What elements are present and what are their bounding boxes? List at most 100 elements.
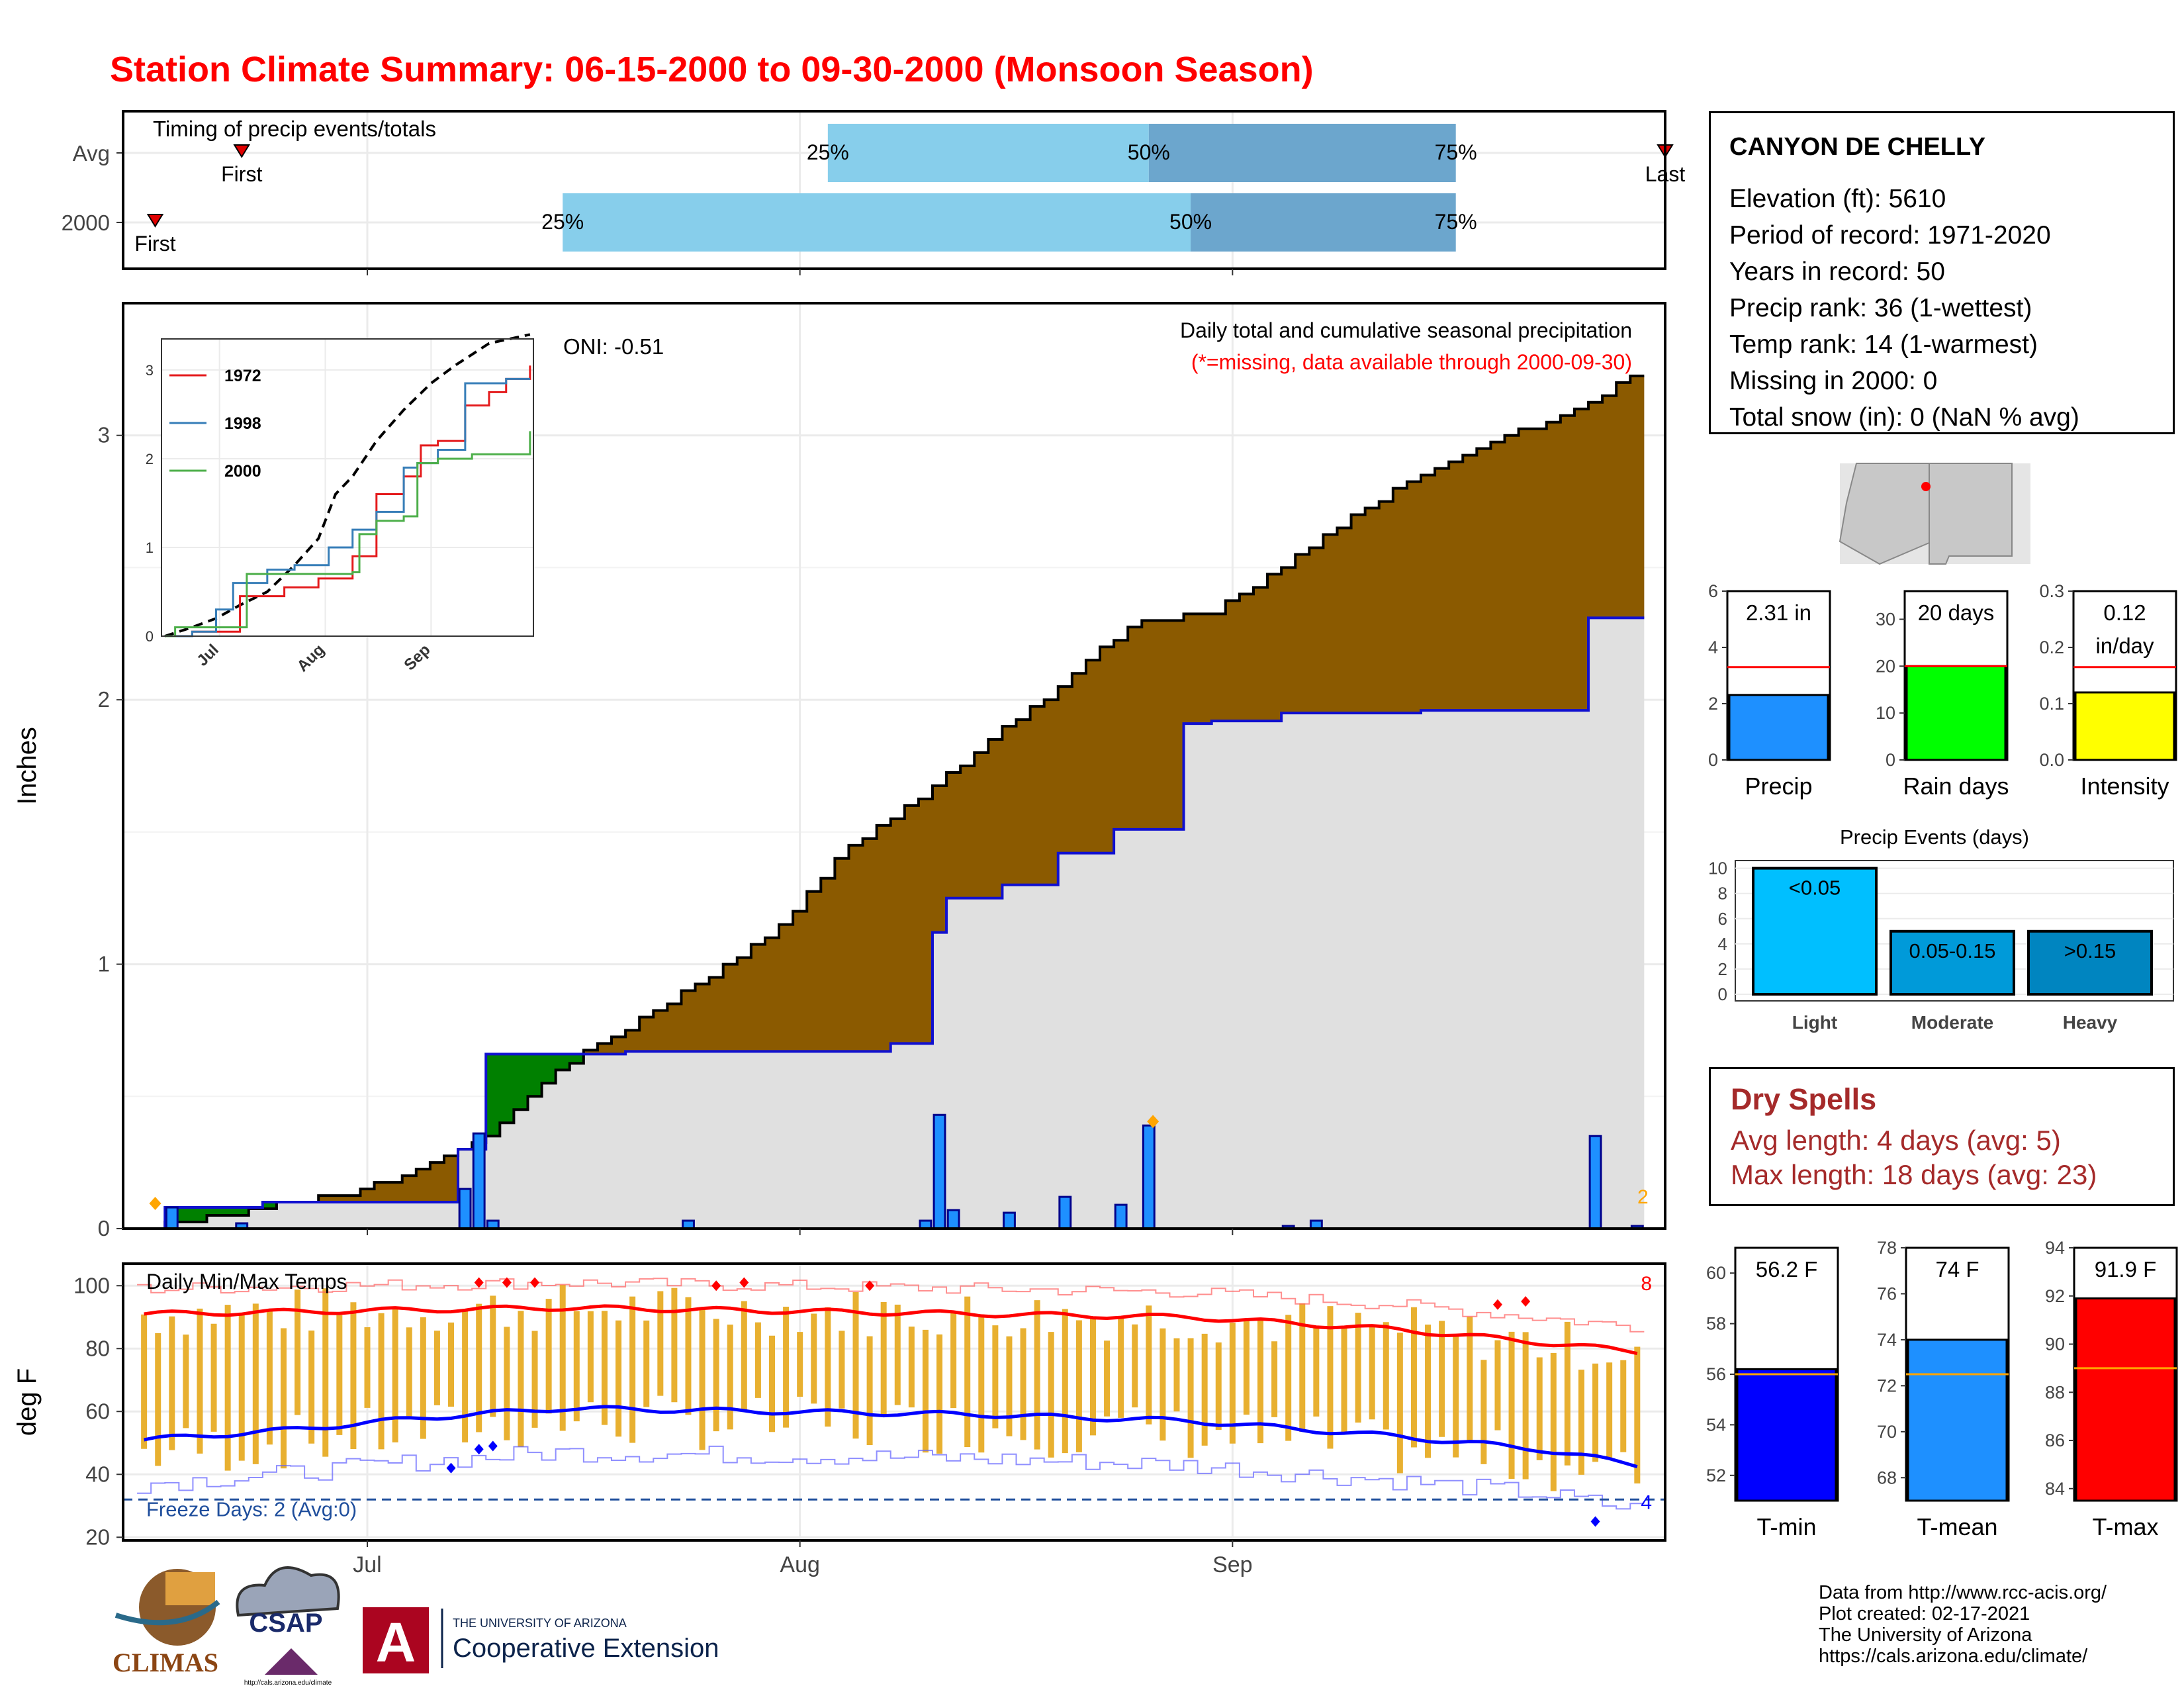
rain-days-gauge-value: 20 days <box>1918 600 1995 625</box>
temp-ytick-label: 20 <box>85 1524 110 1549</box>
tmax-gauge-ytick-label: 94 <box>2045 1238 2065 1258</box>
record-high-marker <box>1521 1296 1531 1307</box>
tmin-gauge-ytick-label: 58 <box>1706 1314 1726 1334</box>
temp-ytick-label: 60 <box>85 1399 110 1423</box>
station-temp-rank: Temp rank: 14 (1-warmest) <box>1729 330 2038 359</box>
below-average-area <box>318 1156 459 1203</box>
inset-line-1998 <box>165 377 530 637</box>
record-low-marker <box>446 1462 456 1474</box>
precip-gauge-ytick-label: 2 <box>1708 694 1718 714</box>
dry-spells-title: Dry Spells <box>1731 1082 1877 1116</box>
tmean-gauge-value: 74 F <box>1935 1257 1979 1282</box>
station-precip-rank: Precip rank: 36 (1-wettest) <box>1729 294 2032 322</box>
temp-panel-border <box>122 1262 1666 1542</box>
record-low-marker <box>1590 1516 1600 1527</box>
station-period: Period of record: 1971-2020 <box>1729 221 2051 250</box>
daily-precip-bar <box>472 1132 486 1230</box>
precip-events-category-heavy: Heavy <box>2063 1012 2118 1033</box>
precip-events-bar-light <box>1752 867 1878 996</box>
inset-ytick-label: 3 <box>146 362 154 379</box>
precip-gauge-value: 2.31 in <box>1746 600 1811 625</box>
temp-panel-title: Daily Min/Max Temps <box>146 1270 347 1293</box>
dry-spells-box: Dry Spells Avg length: 4 days (avg: 5) M… <box>1709 1067 2175 1206</box>
cumulative-baseline-area <box>137 618 1645 1229</box>
csap-logo-url: http://cals.arizona.edu/climate <box>244 1679 332 1687</box>
inset-bg <box>161 339 533 636</box>
first-event-label: First <box>134 232 175 256</box>
first-event-marker <box>146 214 164 228</box>
tmean-gauge-bar <box>1907 1338 2008 1502</box>
inset-legend-label-1972: 1972 <box>224 367 261 385</box>
tmax-gauge-ytick-label: 90 <box>2045 1335 2065 1354</box>
intensity-gauge-ytick-label: 0.2 <box>2039 637 2064 657</box>
record-high-marker <box>865 1280 875 1291</box>
max-event-marker <box>1147 1115 1160 1129</box>
quartile-50-75-bar <box>1148 124 1456 182</box>
timing-panel-border <box>122 110 1666 270</box>
tmean-gauge-ytick-label: 68 <box>1877 1468 1897 1487</box>
tmax-gauge-ytick-label: 92 <box>2045 1286 2065 1306</box>
dry-spells-max: Max length: 18 days (avg: 23) <box>1731 1159 2097 1190</box>
quartile-50-label: 50% <box>1128 140 1170 164</box>
inset-border <box>161 338 534 637</box>
tmin-gauge-bar <box>1736 1368 1837 1502</box>
missing-note: (*=missing, data available through 2000-… <box>1191 350 1632 374</box>
temp-ytick-label: 40 <box>85 1462 110 1486</box>
ua-logo-line2: Cooperative Extension <box>453 1634 719 1663</box>
cumulative-2000-line <box>137 616 1645 1230</box>
tmean-gauge-ytick-label: 76 <box>1877 1284 1897 1303</box>
oni-label: ONI: -0.51 <box>563 334 664 359</box>
temp-ytick-label: 100 <box>73 1273 110 1297</box>
main-ytick-label: 3 <box>98 423 110 447</box>
precip-events-category-light: Light <box>1792 1012 1837 1033</box>
intensity-gauge-value-unit: in/day <box>2095 633 2154 658</box>
tmean-gauge-ytick-label: 78 <box>1877 1238 1897 1258</box>
precip-events-bar-moderate <box>1889 929 2015 996</box>
avg-min-temp-line <box>144 1405 1638 1469</box>
daily-precip-bar <box>946 1209 960 1230</box>
tmax-gauge-ytick-label: 86 <box>2045 1430 2065 1450</box>
first-event-label: First <box>221 162 262 186</box>
tmin-gauge-value: 56.2 F <box>1756 1257 1818 1282</box>
credit-plot-created: Plot created: 02-17-2021 <box>1819 1603 2030 1624</box>
avg-max-temp-line <box>144 1304 1638 1356</box>
tmean-gauge-ytick-label: 72 <box>1877 1376 1897 1395</box>
inset-line-1972 <box>165 365 531 637</box>
cumulative-average-line <box>137 374 1645 1230</box>
csap-logo-cloud <box>236 1566 340 1617</box>
precip-events-bar-label-moderate: 0.05-0.15 <box>1909 939 1996 962</box>
temp-ytick-label: 80 <box>85 1336 110 1360</box>
tmin-gauge-ytick-label: 54 <box>1706 1415 1726 1434</box>
timing-panel-title: Timing of precip events/totals <box>153 117 436 141</box>
station-location-dot <box>1921 482 1931 491</box>
precip-count-label: 2 <box>1637 1186 1649 1208</box>
tmax-gauge-ytick-label: 84 <box>2045 1479 2065 1499</box>
quartile-25-50-bar <box>827 124 1149 182</box>
main-panel-subtitle: Daily total and cumulative seasonal prec… <box>1180 318 1632 342</box>
inset-average-line <box>164 333 531 637</box>
credits: Data from http://www.rcc-acis.org/ Plot … <box>1819 1582 2107 1667</box>
temp-xtick-label-jul: Jul <box>353 1552 381 1577</box>
rain-days-gauge-bar <box>1905 665 2007 761</box>
rain-days-gauge-ytick-label: 0 <box>1886 750 1895 770</box>
precip-events-bar-heavy <box>2027 929 2153 996</box>
rain-days-gauge-ytick-label: 10 <box>1876 703 1895 723</box>
above-average-area <box>165 1202 277 1223</box>
record-min-line <box>137 1445 1645 1510</box>
quartile-50-label: 50% <box>1169 210 1212 234</box>
tmin-gauge-ytick-label: 60 <box>1706 1263 1726 1283</box>
daily-precip-bar <box>1114 1203 1128 1230</box>
daily-precip-bar <box>933 1113 946 1230</box>
tmean-gauge-ytick-label: 70 <box>1877 1422 1897 1442</box>
tmean-gauge-label: T-mean <box>1917 1513 1997 1540</box>
inset-ytick-label: 0 <box>146 628 154 645</box>
main-ytick-label: 2 <box>98 687 110 712</box>
precip-events-title: Precip Events (days) <box>1840 825 2029 849</box>
station-years: Years in record: 50 <box>1729 258 1945 286</box>
arizona-shape <box>1839 463 1930 565</box>
precip-gauge-ytick-label: 6 <box>1708 581 1718 601</box>
daily-precip-bar <box>165 1206 179 1230</box>
main-ytick-label: 0 <box>98 1216 110 1241</box>
csap-logo-mountain <box>265 1648 318 1675</box>
temp-xtick-label-aug: Aug <box>780 1552 820 1577</box>
